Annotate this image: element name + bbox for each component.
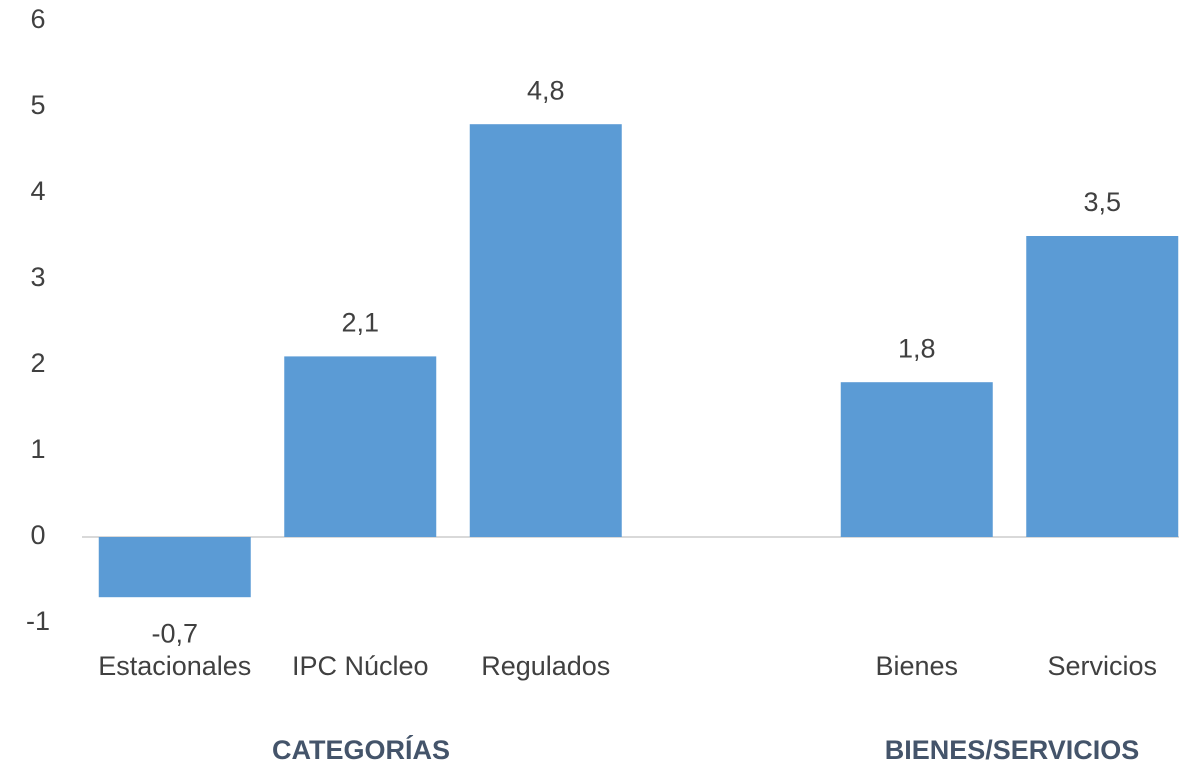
x-tick-label: IPC Núcleo <box>292 651 429 681</box>
y-tick-label: 4 <box>30 176 45 206</box>
x-tick-label: Regulados <box>481 651 610 681</box>
group-label: CATEGORÍAS <box>272 734 450 765</box>
data-label: 3,5 <box>1083 187 1121 217</box>
y-tick-label: -1 <box>26 606 50 636</box>
y-tick-label: 1 <box>30 434 45 464</box>
x-tick-label: Bienes <box>875 651 958 681</box>
data-label: 4,8 <box>527 75 565 105</box>
bar <box>98 537 251 598</box>
y-tick-label: 6 <box>30 4 45 34</box>
y-tick-label: 5 <box>30 90 45 120</box>
group-label: BIENES/SERVICIOS <box>885 735 1140 765</box>
bar <box>1026 236 1179 537</box>
data-label: 2,1 <box>341 308 379 338</box>
bar <box>840 382 993 537</box>
y-tick-label: 3 <box>30 262 45 292</box>
y-tick-label: 0 <box>30 520 45 550</box>
bar <box>284 356 437 537</box>
bar <box>469 124 622 537</box>
data-label: 1,8 <box>898 333 936 363</box>
data-label: -0,7 <box>151 618 198 648</box>
x-tick-label: Estacionales <box>98 651 251 681</box>
y-tick-label: 2 <box>30 348 45 378</box>
x-tick-label: Servicios <box>1047 651 1157 681</box>
